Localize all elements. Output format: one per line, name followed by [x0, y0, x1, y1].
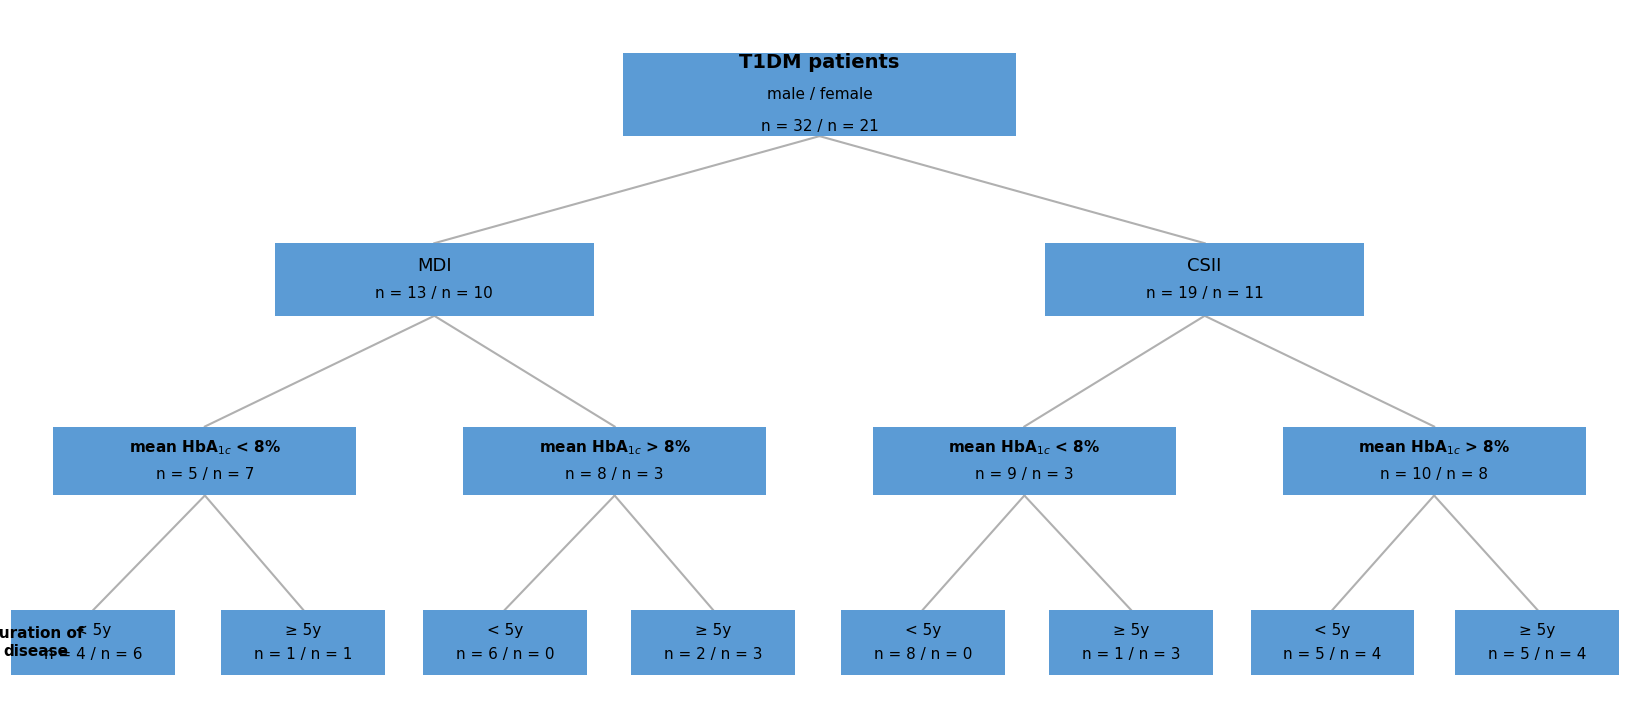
Text: n = 2 / n = 3: n = 2 / n = 3 — [664, 648, 762, 662]
Text: n = 8 / n = 0: n = 8 / n = 0 — [874, 648, 972, 662]
Text: ≥ 5y: ≥ 5y — [695, 623, 731, 637]
Text: n = 4 / n = 6: n = 4 / n = 6 — [44, 648, 143, 662]
FancyBboxPatch shape — [1455, 610, 1619, 675]
Text: < 5y: < 5y — [487, 623, 523, 637]
Text: ≥ 5y: ≥ 5y — [1113, 623, 1149, 637]
FancyBboxPatch shape — [11, 610, 175, 675]
Text: n = 13 / n = 10: n = 13 / n = 10 — [375, 286, 493, 301]
FancyBboxPatch shape — [1049, 610, 1213, 675]
Text: CSII: CSII — [1188, 257, 1221, 274]
Text: duration of
disease: duration of disease — [0, 627, 84, 658]
Text: n = 1 / n = 1: n = 1 / n = 1 — [254, 648, 352, 662]
Text: n = 1 / n = 3: n = 1 / n = 3 — [1082, 648, 1180, 662]
Text: mean HbA$_{1c}$ > 8%: mean HbA$_{1c}$ > 8% — [539, 439, 690, 457]
FancyBboxPatch shape — [221, 610, 385, 675]
FancyBboxPatch shape — [841, 610, 1005, 675]
Text: n = 8 / n = 3: n = 8 / n = 3 — [565, 467, 664, 481]
Text: < 5y: < 5y — [1314, 623, 1351, 637]
Text: n = 19 / n = 11: n = 19 / n = 11 — [1146, 286, 1264, 301]
Text: n = 6 / n = 0: n = 6 / n = 0 — [456, 648, 554, 662]
FancyBboxPatch shape — [1046, 243, 1364, 316]
Text: ≥ 5y: ≥ 5y — [1519, 623, 1555, 637]
FancyBboxPatch shape — [1282, 427, 1587, 495]
FancyBboxPatch shape — [462, 427, 765, 495]
Text: mean HbA$_{1c}$ < 8%: mean HbA$_{1c}$ < 8% — [949, 439, 1100, 457]
FancyBboxPatch shape — [631, 610, 795, 675]
FancyBboxPatch shape — [52, 427, 357, 495]
Text: male / female: male / female — [767, 87, 872, 102]
Text: mean HbA$_{1c}$ > 8%: mean HbA$_{1c}$ > 8% — [1359, 439, 1510, 457]
FancyBboxPatch shape — [1251, 610, 1414, 675]
Text: < 5y: < 5y — [75, 623, 111, 637]
FancyBboxPatch shape — [423, 610, 587, 675]
Text: n = 5 / n = 7: n = 5 / n = 7 — [156, 467, 254, 481]
FancyBboxPatch shape — [872, 427, 1177, 495]
Text: n = 10 / n = 8: n = 10 / n = 8 — [1380, 467, 1488, 481]
Text: n = 5 / n = 4: n = 5 / n = 4 — [1488, 648, 1587, 662]
Text: ≥ 5y: ≥ 5y — [285, 623, 321, 637]
Text: < 5y: < 5y — [905, 623, 941, 637]
FancyBboxPatch shape — [275, 243, 593, 316]
FancyBboxPatch shape — [623, 53, 1016, 136]
Text: n = 9 / n = 3: n = 9 / n = 3 — [975, 467, 1074, 481]
Text: MDI: MDI — [416, 257, 452, 274]
Text: T1DM patients: T1DM patients — [739, 53, 900, 72]
Text: n = 5 / n = 4: n = 5 / n = 4 — [1283, 648, 1382, 662]
Text: mean HbA$_{1c}$ < 8%: mean HbA$_{1c}$ < 8% — [129, 439, 280, 457]
Text: n = 32 / n = 21: n = 32 / n = 21 — [760, 118, 879, 134]
